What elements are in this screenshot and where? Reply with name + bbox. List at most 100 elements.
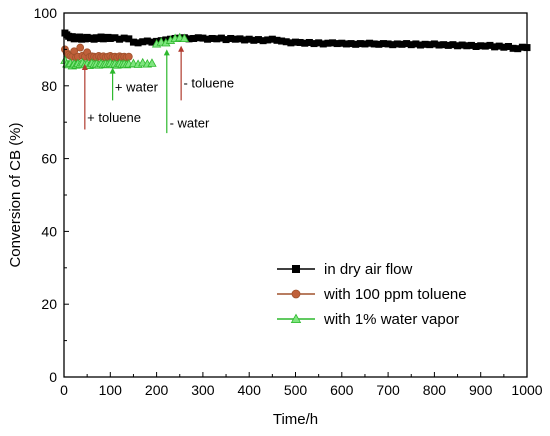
dry-air-point (319, 40, 327, 48)
dry-air-point (106, 34, 114, 42)
dry-air-point (241, 36, 249, 44)
dry-air-point (347, 40, 355, 48)
dry-air-point (129, 38, 137, 46)
dry-air-point (361, 40, 369, 48)
dry-air-point (329, 39, 337, 47)
legend-marker (292, 265, 300, 273)
dry-air-point (435, 41, 443, 49)
annotation: - toluene (178, 45, 234, 101)
dry-air-point (509, 44, 517, 52)
dry-air-point (268, 35, 276, 43)
annotation-label: - water (170, 116, 210, 131)
dry-air-point (120, 34, 128, 42)
dry-air-point (398, 40, 406, 48)
dry-air-point (333, 40, 341, 48)
dry-air-point (204, 35, 212, 43)
dry-air-point (125, 35, 133, 43)
x-tick-label: 600 (330, 382, 354, 398)
dry-air-point (444, 41, 452, 49)
dry-air-point (190, 34, 198, 42)
dry-air-point (250, 36, 258, 44)
dry-air-point (449, 41, 457, 49)
dry-air-point (458, 41, 466, 49)
dry-air-point (407, 41, 415, 49)
x-axis-label: Time/h (273, 411, 318, 428)
dry-air-point (393, 40, 401, 48)
dry-air-point (389, 41, 397, 49)
dry-air-point (139, 38, 147, 46)
dry-air-point (254, 36, 262, 44)
annotations: + toluene + water - water - toluene (81, 45, 234, 134)
dry-air-point (370, 40, 378, 48)
dry-air-point (273, 36, 281, 44)
dry-air-point (213, 35, 221, 43)
dry-air-point (375, 40, 383, 48)
water-vapor-point (147, 58, 157, 67)
dry-air-point (245, 35, 253, 43)
dry-air-point (222, 36, 230, 44)
y-tick-label: 100 (34, 5, 58, 21)
dry-air-point (134, 39, 142, 47)
dry-air-point (352, 40, 360, 48)
dry-air-point (403, 40, 411, 48)
dry-air-point (148, 38, 156, 46)
legend-item: with 100 ppm toluene (277, 286, 467, 303)
y-axis-label: Conversion of CB (%) (7, 122, 24, 267)
dry-air-point (421, 40, 429, 48)
dry-air-point (143, 37, 151, 45)
x-tick-label: 200 (145, 382, 169, 398)
x-tick-label: 0 (60, 382, 68, 398)
dry-air-point (231, 35, 239, 43)
dry-air-point (430, 40, 438, 48)
dry-air-point (426, 41, 434, 49)
dry-air-point (440, 41, 448, 49)
legend-item: in dry air flow (277, 261, 413, 278)
dry-air-point (287, 39, 295, 47)
series-1 (61, 29, 531, 53)
x-tick-label: 300 (191, 382, 215, 398)
y-tick-label: 60 (41, 151, 57, 167)
dry-air-point (324, 39, 332, 47)
annotation-arrow-head (178, 45, 185, 52)
dry-air-point (481, 42, 489, 50)
dry-air-point (282, 38, 290, 46)
dry-air-point (236, 35, 244, 43)
y-tick-label: 40 (41, 223, 57, 239)
annotation-label: - toluene (183, 76, 234, 91)
dry-air-point (338, 39, 346, 47)
dry-air-point (356, 40, 364, 48)
x-tick-label: 900 (469, 382, 493, 398)
dry-air-point (495, 42, 503, 50)
dry-air-point (310, 40, 318, 48)
annotation: - water (163, 49, 210, 134)
x-axis-ticks: 0 100 200 300 400 500 600 700 800 900 1000 (60, 372, 543, 398)
dry-air-point (315, 39, 323, 47)
dry-air-point (491, 43, 499, 51)
dry-air-point (227, 34, 235, 42)
dry-air-point (301, 39, 309, 47)
legend-label: in dry air flow (324, 261, 413, 278)
dry-air-point (199, 34, 207, 42)
dry-air-point (342, 40, 350, 48)
data-marks (60, 29, 531, 70)
annotation-label: + water (115, 79, 159, 94)
toluene-point (76, 43, 85, 52)
dry-air-point (278, 37, 286, 45)
dry-air-point (305, 38, 313, 46)
dry-air-point (208, 34, 216, 42)
dry-air-point (116, 35, 124, 43)
dry-air-point (264, 36, 272, 44)
y-tick-label: 80 (41, 78, 57, 94)
dry-air-point (296, 38, 304, 46)
x-tick-label: 100 (99, 382, 123, 398)
y-tick-label: 0 (49, 369, 57, 385)
annotation: + water (109, 67, 159, 101)
legend-marker (290, 313, 302, 324)
legend-marker (291, 289, 301, 299)
dry-air-point (379, 40, 387, 48)
dry-air-point (259, 37, 267, 45)
annotation-label: + toluene (87, 110, 141, 125)
dry-air-point (412, 40, 420, 48)
x-tick-label: 800 (423, 382, 447, 398)
dry-air-point (217, 34, 225, 42)
